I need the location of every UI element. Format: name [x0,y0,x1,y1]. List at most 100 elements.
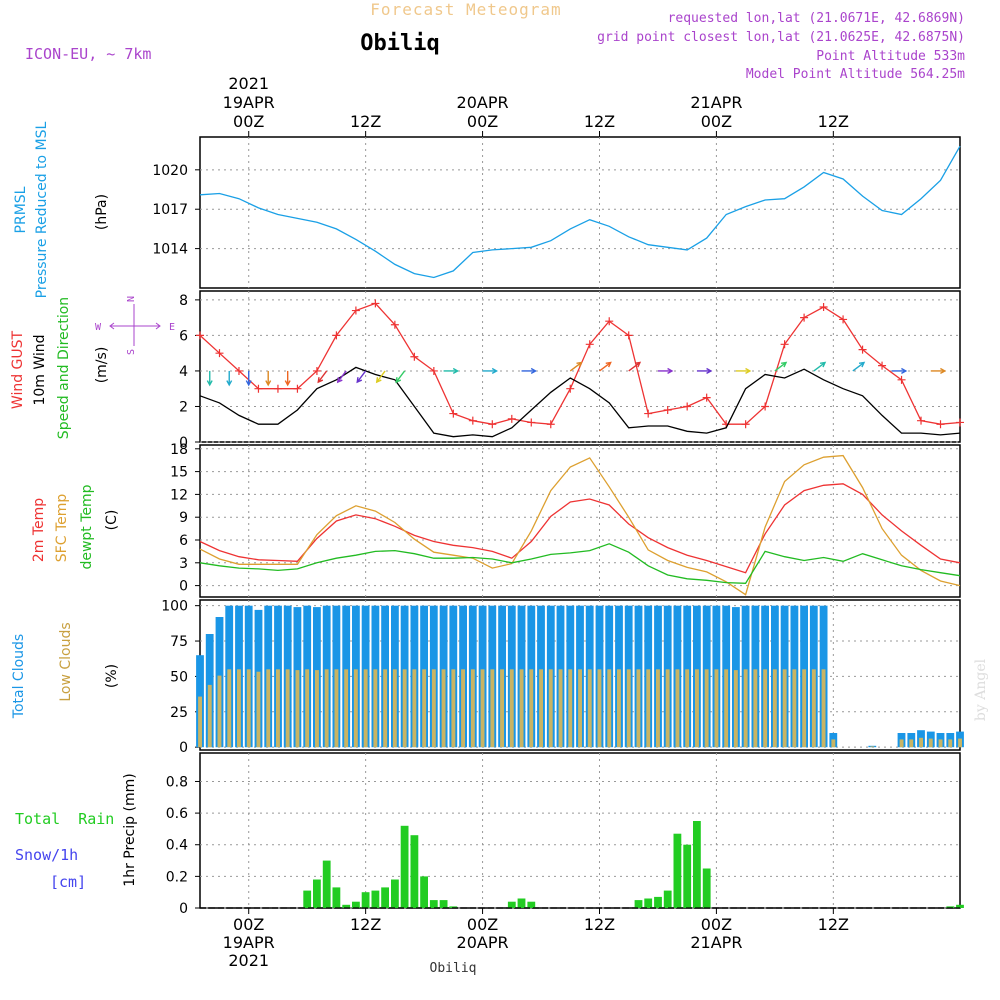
wind-labels: Wind GUST 10m Wind Speed and Direction (… [10,297,110,439]
y-tick-label: 1014 [152,242,188,258]
wind10-label: 10m Wind [32,334,48,405]
bar [956,904,964,908]
wind-arrow-head [901,367,908,374]
gust-point [936,420,945,429]
panel-3: 0 25 50 75 100 [161,599,964,756]
gust-point [410,352,419,361]
wind-arrow-head [745,367,752,374]
series-line [199,145,961,279]
low-cloud-bar [558,669,563,748]
wind-arrow [628,361,641,372]
panel-4: 0 0.2 0.4 0.6 0.8 [166,752,964,917]
low-cloud-bar [412,669,417,748]
low-cloud-bar [753,669,758,748]
wind-arrow [376,370,386,383]
gust-point [254,384,263,393]
y-tick-label: 3 [179,556,188,572]
low-cloud-bar [685,669,690,748]
pressure-unit-label: (hPa) [94,194,110,230]
compass-cross-icon [109,304,161,346]
gust-point [351,306,360,315]
panel-1: 0 2 4 6 8 [179,290,964,451]
low-cloud-bar [519,669,524,748]
low-cloud-bar [256,671,261,748]
gust-label: Wind GUST [10,330,26,409]
bar [683,844,692,908]
y-tick-label: 0.6 [166,806,188,822]
low-cloud-bar [470,669,475,748]
wind-arrow-head [858,361,866,368]
wind-arrow [813,361,826,372]
low-cloud-bar [227,669,232,748]
low-cloud-bar [607,669,612,748]
wind-arrow-head [245,380,252,387]
low-cloud-bar [617,669,621,748]
gust-point [215,349,224,358]
low-cloud-bar [285,669,290,748]
low-cloud-bar [568,669,573,748]
temp-labels: 2m Temp SFC Temp dewpt Temp (C) [31,484,120,569]
low-cloud-bar [675,669,680,748]
low-cloud-bar [529,669,534,748]
wind-arrow-head [605,361,612,368]
bar [946,906,955,908]
low-cloud-bar [636,669,641,748]
bottom-time-label: 12Z [818,915,849,934]
low-cloud-bar [578,669,582,748]
y-tick-label: 8 [179,293,188,309]
low-cloud-bar [295,670,300,748]
wind-unit-label: (m/s) [94,347,110,384]
bottom-time-label: 2021 [228,951,269,970]
low-cloud-bar [451,669,456,748]
low-cloud-bar [958,738,962,748]
gust-point [546,420,555,429]
gust-point [196,331,204,340]
compass-w-label: W [95,322,102,333]
y-tick-label: 1020 [152,163,188,179]
gust-point [663,406,672,415]
y-tick-label: 0.2 [166,869,188,885]
gust-point [702,393,711,402]
y-tick-label: 0 [179,435,188,451]
wind-arrow [599,361,612,372]
low-cloud-bar [938,739,943,748]
wind-arrow-head [395,377,402,384]
wind-arrow [852,361,865,372]
grid-point-coords: grid point closest lon,lat (21.0625E, 42… [597,30,965,45]
cloud-labels: Total Clouds Low Clouds (%) [11,622,120,719]
low-cloud-bar [695,669,699,748]
wind-arrow-head [530,367,537,374]
compass-n-label: N [126,296,137,302]
low-cloud-bar [626,669,631,748]
bar [644,898,653,908]
gust-point [878,361,887,370]
gust-point [644,409,653,418]
time-axis: 202119APR00Z00Z19APR202112Z12Z20APR00Z00… [223,74,849,970]
top-time-label: 19APR [223,93,275,112]
top-time-label: 12Z [350,112,381,131]
chart-title: Forecast Meteogram [370,0,561,19]
bar [507,901,516,908]
wind-arrow [395,370,406,383]
low-cloud-bar [363,669,368,748]
y-tick-label: 4 [179,364,188,380]
y-tick-label: 6 [179,533,188,549]
low-cloud-bar [500,669,504,748]
low-cloud-bar [743,669,748,748]
gust-point [449,409,458,418]
wind-dir-label: Speed and Direction [56,297,72,439]
low-cloud-bar [383,669,388,748]
bar [313,879,321,908]
low-cloud-bar [909,739,914,748]
gust-point [585,340,594,349]
low-cloud-bar [539,669,543,748]
low-cloud-bar [237,669,241,748]
model-label: ICON-EU, ~ 7km [25,45,151,63]
wind-arrow-head [819,361,827,368]
point-altitude: Point Altitude 533m [816,49,965,64]
y-tick-label: 50 [170,669,188,685]
bottom-time-label: 00Z [467,915,498,934]
precip-labels: Total Rain Snow/1h [cm] 1hr Precip (mm) [15,773,138,891]
panel-2: 0 3 6 9 12 15 18 [170,442,961,598]
gust-point [273,384,282,393]
